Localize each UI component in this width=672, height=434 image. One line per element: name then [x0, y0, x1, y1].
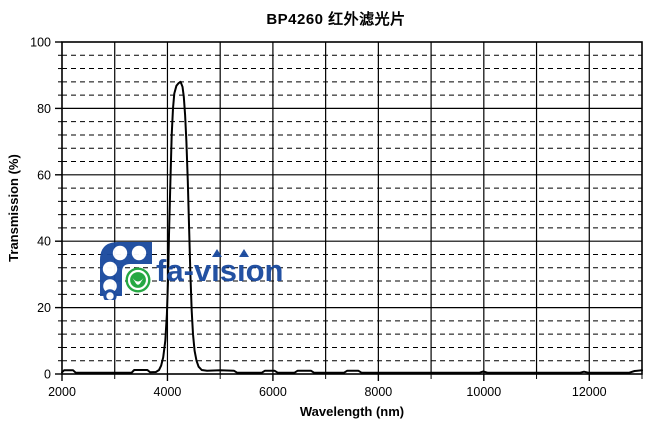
y-tick-label: 40 [37, 235, 51, 249]
axis-ticks [55, 41, 643, 381]
x-tick-label: 10000 [466, 385, 501, 399]
chart-title: BP4260 红外滤光片 [266, 11, 406, 28]
tick-labels: 0 20 40 60 80 100 2000 4000 6000 8000 10000 12000 [30, 36, 607, 400]
y-tick-label: 60 [37, 168, 51, 182]
favision-logo-icon [100, 242, 152, 300]
series-layer [61, 80, 643, 374]
grid-layer [62, 42, 642, 374]
i-dot-triangle-icon [212, 249, 222, 257]
x-tick-label: 8000 [364, 385, 392, 399]
x-tick-label: 4000 [154, 385, 182, 399]
x-tick-label: 6000 [259, 385, 287, 399]
y-tick-label: 20 [37, 301, 51, 315]
watermark: fa-vısıon [92, 236, 302, 302]
plot-border [61, 41, 643, 375]
y-tick-label: 0 [44, 368, 51, 382]
x-axis-title: Wavelength (nm) [299, 404, 405, 419]
x-tick-label: 2000 [48, 385, 76, 399]
x-tick-label: 12000 [572, 385, 607, 399]
transmission-curve [61, 80, 643, 374]
y-tick-label: 100 [30, 36, 51, 50]
watermark-text: fa-vısıon [156, 253, 284, 288]
y-tick-label: 80 [37, 102, 51, 116]
i-dot-triangle-icon [239, 249, 249, 257]
